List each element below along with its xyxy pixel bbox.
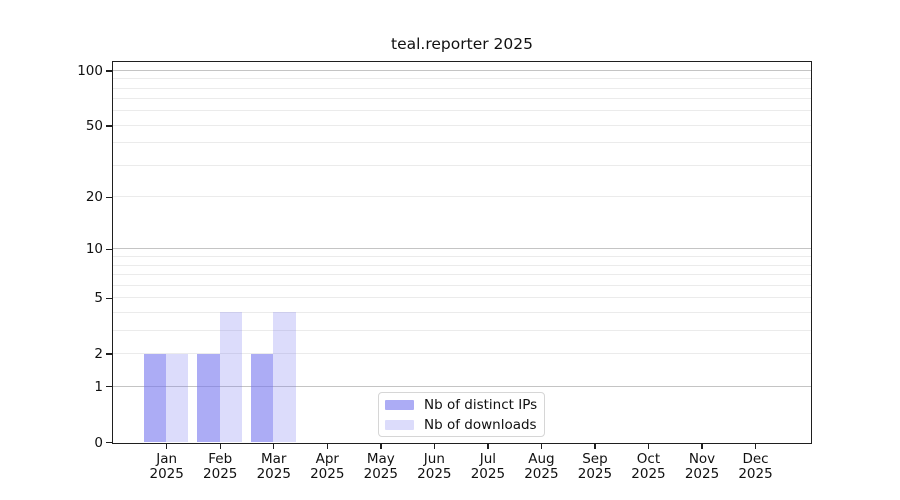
x-tick-mark bbox=[380, 443, 382, 449]
y-tick-mark bbox=[106, 70, 112, 72]
legend-item-distinct-ips: Nb of distinct IPs bbox=[385, 396, 538, 413]
minor-gridline bbox=[113, 256, 811, 258]
x-tick-mark bbox=[433, 443, 436, 449]
minor-gridline bbox=[113, 78, 811, 80]
y-tick-mark bbox=[106, 385, 112, 388]
x-tick-label: Mar 2025 bbox=[256, 451, 291, 482]
y-tick-label: 1 bbox=[94, 378, 103, 395]
minor-gridline bbox=[113, 87, 811, 89]
minor-gridline bbox=[113, 353, 811, 355]
y-tick-label: 5 bbox=[94, 290, 103, 307]
bar-distinct-ips bbox=[197, 353, 220, 442]
y-tick-label: 20 bbox=[85, 189, 103, 206]
y-tick-mark bbox=[106, 125, 112, 127]
legend-label-downloads: Nb of downloads bbox=[424, 416, 537, 433]
y-tick-mark bbox=[106, 248, 112, 251]
legend: Nb of distinct IPs Nb of downloads bbox=[378, 392, 545, 437]
bar-distinct-ips bbox=[143, 353, 167, 442]
bar-downloads bbox=[273, 312, 296, 442]
x-tick-label: Nov 2025 bbox=[684, 451, 720, 482]
x-tick-label: Apr 2025 bbox=[310, 451, 345, 482]
x-tick-mark bbox=[166, 443, 168, 449]
x-tick-label: Jan 2025 bbox=[149, 451, 184, 482]
minor-gridline bbox=[113, 329, 811, 331]
y-tick-label: 0 bbox=[94, 434, 103, 451]
y-tick-label: 10 bbox=[85, 241, 103, 258]
minor-gridline bbox=[113, 284, 811, 286]
x-tick-mark bbox=[326, 443, 328, 449]
y-tick-label: 100 bbox=[77, 62, 103, 79]
major-gridline bbox=[113, 248, 811, 250]
x-tick-mark bbox=[594, 443, 596, 449]
y-tick-mark bbox=[106, 297, 112, 299]
x-tick-mark bbox=[754, 443, 757, 449]
minor-gridline bbox=[113, 297, 811, 299]
x-tick-mark bbox=[273, 443, 275, 449]
x-tick-label: Dec 2025 bbox=[738, 451, 773, 482]
x-tick-label: Oct 2025 bbox=[631, 451, 666, 482]
minor-gridline bbox=[113, 164, 811, 166]
x-tick-mark bbox=[701, 443, 703, 449]
minor-gridline bbox=[113, 98, 811, 100]
x-tick-label: Jun 2025 bbox=[417, 451, 452, 482]
minor-gridline bbox=[113, 142, 811, 144]
x-tick-mark bbox=[540, 443, 543, 449]
y-tick-label: 2 bbox=[94, 346, 103, 363]
x-tick-label: May 2025 bbox=[363, 451, 398, 482]
y-tick-mark bbox=[106, 441, 112, 444]
minor-gridline bbox=[113, 264, 811, 266]
chart-title: teal.reporter 2025 bbox=[391, 35, 533, 53]
x-tick-mark bbox=[219, 443, 221, 449]
legend-swatch-downloads bbox=[385, 419, 414, 430]
x-tick-label: Sep 2025 bbox=[577, 451, 613, 482]
plot-area bbox=[112, 61, 812, 444]
major-gridline bbox=[113, 385, 811, 387]
y-tick-mark bbox=[106, 353, 112, 355]
minor-gridline bbox=[113, 196, 811, 198]
bar-downloads bbox=[219, 312, 243, 442]
x-tick-label: Feb 2025 bbox=[203, 451, 238, 482]
bar-downloads bbox=[166, 353, 189, 442]
x-tick-mark bbox=[487, 443, 489, 449]
bar-distinct-ips bbox=[250, 353, 274, 442]
x-tick-label: Jul 2025 bbox=[470, 451, 506, 482]
major-gridline bbox=[113, 69, 811, 71]
minor-gridline bbox=[113, 274, 811, 276]
x-tick-mark bbox=[647, 443, 650, 449]
minor-gridline bbox=[113, 124, 811, 126]
minor-gridline bbox=[113, 110, 811, 112]
y-tick-label: 50 bbox=[85, 117, 103, 134]
minor-gridline bbox=[113, 311, 811, 313]
y-tick-mark bbox=[106, 196, 112, 198]
legend-label-distinct-ips: Nb of distinct IPs bbox=[424, 396, 538, 413]
legend-swatch-distinct-ips bbox=[385, 399, 414, 410]
x-tick-label: Aug 2025 bbox=[524, 451, 559, 482]
legend-item-downloads: Nb of downloads bbox=[385, 416, 538, 433]
